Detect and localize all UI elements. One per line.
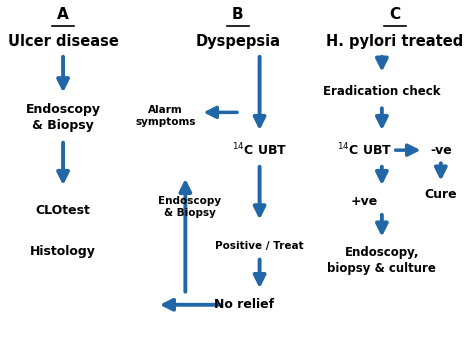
Text: Positive / Treat: Positive / Treat: [215, 241, 304, 252]
Text: Dyspepsia: Dyspepsia: [195, 34, 280, 49]
Text: C: C: [390, 7, 401, 22]
Text: Ulcer disease: Ulcer disease: [8, 34, 118, 49]
Text: A: A: [57, 7, 69, 22]
Text: Alarm
symptoms: Alarm symptoms: [136, 105, 196, 127]
Text: $^{14}$C UBT: $^{14}$C UBT: [232, 142, 287, 158]
Text: Endoscopy,
biopsy & culture: Endoscopy, biopsy & culture: [328, 246, 436, 275]
Text: Cure: Cure: [425, 188, 457, 201]
Text: Endoscopy
& Biopsy: Endoscopy & Biopsy: [26, 103, 100, 132]
Text: Eradication check: Eradication check: [323, 85, 441, 98]
Text: B: B: [232, 7, 244, 22]
Text: $^{14}$C UBT: $^{14}$C UBT: [337, 142, 392, 158]
Text: +ve: +ve: [351, 195, 378, 208]
Text: H. pylori treated: H. pylori treated: [326, 34, 464, 49]
Text: CLOtest: CLOtest: [36, 204, 91, 217]
Text: Endoscopy
& Biopsy: Endoscopy & Biopsy: [158, 196, 221, 218]
Text: Histology: Histology: [30, 245, 96, 258]
Text: No relief: No relief: [214, 298, 274, 311]
Text: -ve: -ve: [430, 144, 452, 157]
